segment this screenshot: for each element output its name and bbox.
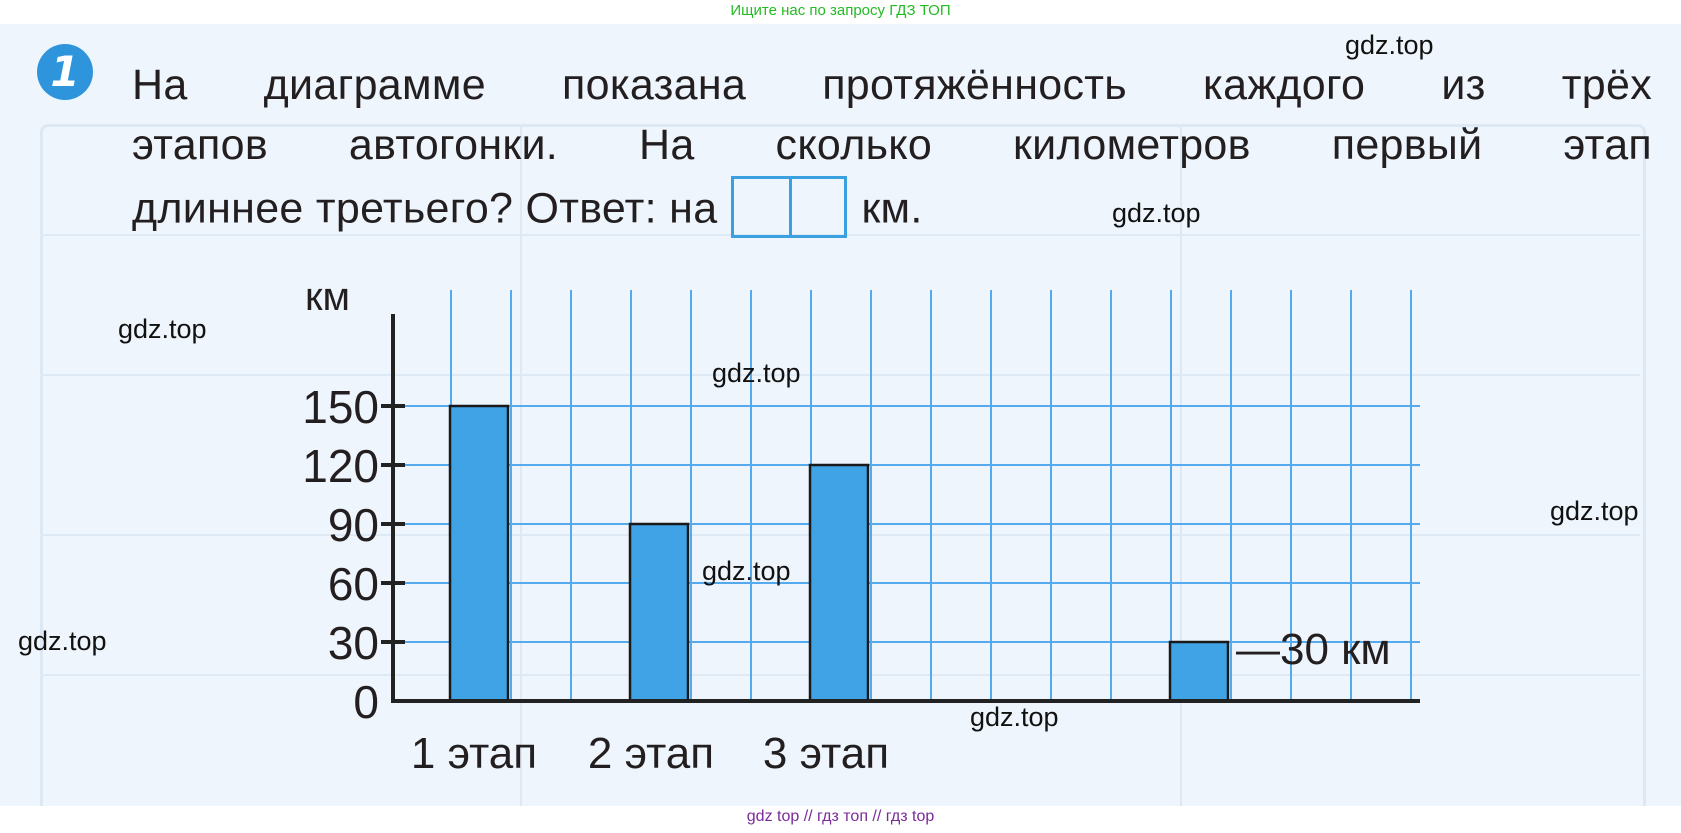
bar-chart: 0 30 60 90 120 150 км 1 этап 2 этап 3 этап —30 км: [302, 275, 1420, 778]
watermark: gdz.top: [1550, 496, 1639, 526]
ghost-line: [40, 374, 1640, 376]
bar-4: [1168, 640, 1230, 703]
top-note: Ищите нас по запросу ГДЗ ТОП: [730, 2, 951, 19]
watermark: gdz.top: [18, 626, 107, 656]
watermark: gdz.top: [702, 556, 791, 586]
y-tick-label: 30: [328, 617, 379, 669]
question-line-1: На диаграмме показана протяжённость кажд…: [132, 61, 1652, 109]
chart-grid: [393, 290, 1420, 701]
question-line-2: этапов автогонки. На сколько километров …: [132, 121, 1652, 169]
answer-unit: км.: [861, 184, 923, 233]
answer-input-boxes[interactable]: [731, 176, 848, 238]
x-category-label: 1 этап: [411, 729, 537, 778]
y-tick-label: 120: [302, 440, 379, 492]
watermark: gdz.top: [1112, 198, 1201, 228]
question-line-3: длиннее третьего? Ответ: на км.: [132, 176, 923, 242]
bar-annotation: —30 км: [1236, 625, 1391, 674]
watermark: gdz.top: [712, 358, 801, 388]
bar-2: [628, 522, 690, 703]
bar-3: [808, 463, 870, 703]
chart-axes: [381, 314, 1420, 703]
question-line-3-text: длиннее третьего? Ответ: на: [132, 184, 718, 233]
background-table-ghost: [40, 124, 1646, 806]
y-tick-label: 90: [328, 499, 379, 551]
x-category-label: 2 этап: [588, 729, 714, 778]
footer-links[interactable]: gdz top // гдз топ // гдз top: [746, 808, 935, 825]
watermark: gdz.top: [1345, 30, 1434, 60]
chart-bars: [448, 404, 1230, 703]
y-tick-label: 60: [328, 558, 379, 610]
textbook-page: 1 На диаграмме показана протяжённость ка…: [0, 24, 1681, 806]
y-tick-label: 0: [353, 676, 379, 728]
watermark: gdz.top: [970, 702, 1059, 732]
x-category-label: 3 этап: [763, 729, 889, 778]
watermark: gdz.top: [118, 314, 207, 344]
chart-labels: 0 30 60 90 120 150 км 1 этап 2 этап 3 этап —30 км: [302, 275, 1390, 778]
y-tick-label: 150: [302, 381, 379, 433]
task-number-badge: 1: [37, 44, 93, 100]
y-axis-label: км: [305, 275, 350, 319]
bar-1: [448, 404, 510, 703]
